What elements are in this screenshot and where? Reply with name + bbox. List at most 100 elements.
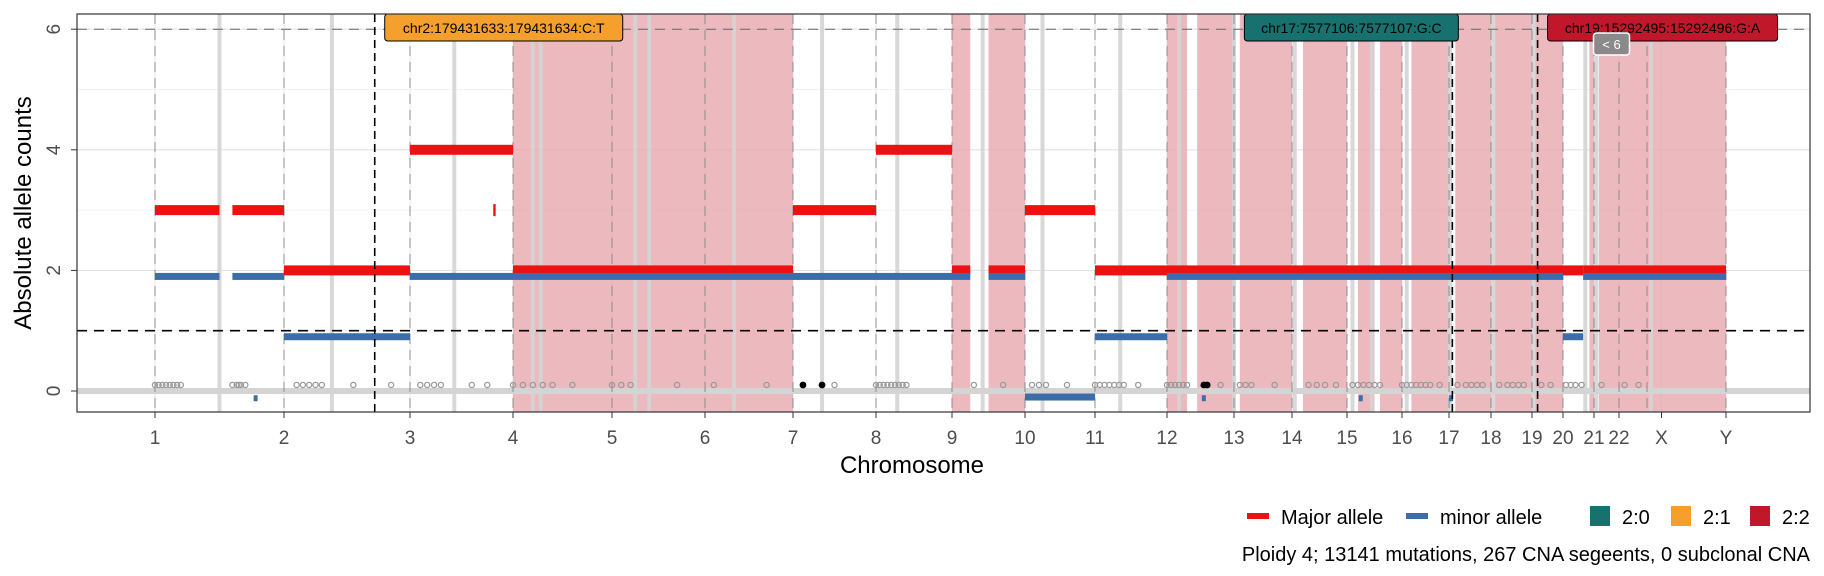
mutation-point bbox=[539, 381, 546, 389]
overflow-marker-box bbox=[1592, 32, 1631, 56]
gap-stripe bbox=[1118, 14, 1123, 412]
mutation-point bbox=[1120, 381, 1128, 389]
minor-mark bbox=[1358, 395, 1363, 402]
mutation-point bbox=[1321, 381, 1329, 389]
mutation-point bbox=[1175, 381, 1183, 389]
mutation-point bbox=[618, 381, 625, 389]
shaded-region bbox=[1495, 14, 1532, 412]
driver-label-text: chr2:179431633:179431634:C:T bbox=[403, 20, 605, 36]
overflow-marker-text: < 6 bbox=[1602, 37, 1620, 52]
mutation-point bbox=[1520, 381, 1528, 389]
gap-stripe bbox=[1177, 14, 1182, 412]
shaded-region bbox=[1535, 14, 1563, 412]
mutation-point bbox=[880, 381, 887, 389]
mutation-point bbox=[529, 381, 537, 389]
minor-allele-segment bbox=[232, 272, 284, 280]
driver-point bbox=[818, 381, 826, 389]
driver-annotations: chr2:179431633:179431634:C:T chr17:757710… bbox=[373, 13, 1779, 412]
shaded-region bbox=[988, 14, 1025, 412]
mutation-point bbox=[903, 381, 910, 389]
minor-allele-segment bbox=[876, 272, 952, 280]
mutation-point bbox=[1305, 381, 1312, 389]
major-allele-segment bbox=[1563, 265, 1584, 276]
y-axis-ticks: 0 2 4 6 bbox=[44, 24, 77, 396]
shaded-region bbox=[1239, 14, 1292, 412]
x-tick-label: 18 bbox=[1480, 428, 1501, 449]
mutation-point bbox=[1436, 381, 1443, 389]
minor-allele-segment bbox=[1025, 393, 1095, 401]
legend-label: 2:1 bbox=[1703, 507, 1731, 529]
mutation-point bbox=[483, 381, 491, 389]
driver-point bbox=[1203, 381, 1211, 389]
mutation-point bbox=[549, 381, 556, 389]
major-allele-segment bbox=[988, 265, 1025, 276]
x-tick-label: 5 bbox=[607, 428, 618, 449]
mutation-point bbox=[876, 381, 884, 389]
mutation-point bbox=[1332, 381, 1340, 389]
mutation-point bbox=[1248, 381, 1255, 389]
mutation-point bbox=[162, 381, 170, 389]
major-allele-segment bbox=[410, 144, 513, 155]
legend-swatch bbox=[1750, 506, 1770, 526]
mutation-point bbox=[430, 381, 438, 389]
mutation-point bbox=[293, 381, 300, 389]
mutation-point bbox=[1042, 381, 1050, 389]
mutation-point bbox=[1028, 381, 1036, 389]
major-allele-segment bbox=[284, 265, 410, 276]
baseline-band bbox=[77, 388, 1810, 394]
mutation-point bbox=[1163, 381, 1171, 389]
legend: Major allele minor allele 2:0 2:1 2:2 bbox=[1247, 506, 1810, 529]
minor-allele-segment bbox=[410, 272, 513, 280]
x-axis-ticks: 1 2 3 4 5 6 7 8 9 10 11 12 13 14 15 16 17 18 19 20 21 22 X Y bbox=[150, 412, 1733, 449]
legend-swatch bbox=[1406, 513, 1428, 519]
gap-stripe bbox=[1350, 14, 1355, 412]
mutation-point bbox=[233, 381, 240, 389]
mutation-point bbox=[627, 381, 634, 389]
minor-allele-segment bbox=[1095, 333, 1167, 341]
legend-label: Major allele bbox=[1281, 507, 1383, 529]
mutation-point bbox=[1598, 381, 1605, 389]
mutation-point bbox=[318, 381, 326, 389]
gap-stripe bbox=[530, 14, 535, 412]
major-allele-segment bbox=[793, 205, 876, 216]
legend-swatch bbox=[1247, 513, 1269, 519]
major-mark bbox=[493, 204, 496, 217]
mutation-point bbox=[299, 381, 307, 389]
gap-stripe bbox=[1583, 14, 1588, 412]
x-tick-label: 6 bbox=[700, 428, 711, 449]
mutation-point bbox=[1538, 381, 1545, 389]
mutation-point bbox=[166, 381, 173, 389]
major-allele-segment bbox=[1583, 265, 1726, 276]
mutation-point bbox=[608, 381, 616, 389]
major-allele-segment bbox=[1095, 265, 1167, 276]
y-tick-label: 6 bbox=[44, 24, 65, 35]
x-tick-label: 22 bbox=[1608, 428, 1629, 449]
shaded-region bbox=[1599, 14, 1726, 412]
mutation-point bbox=[468, 381, 476, 389]
mutation-point bbox=[999, 381, 1007, 389]
mutation-point bbox=[305, 381, 313, 389]
shaded-region bbox=[513, 14, 793, 412]
mutation-point bbox=[1479, 381, 1486, 389]
mutation-point bbox=[1271, 381, 1278, 389]
legend-label: 2:2 bbox=[1782, 507, 1810, 529]
x-tick-label: 19 bbox=[1521, 428, 1542, 449]
mutation-point bbox=[350, 381, 357, 389]
x-tick-label: 16 bbox=[1391, 428, 1412, 449]
mutation-point bbox=[387, 381, 395, 389]
x-tick-label: 17 bbox=[1438, 428, 1459, 449]
x-tick-label: 7 bbox=[788, 428, 799, 449]
mutation-point bbox=[887, 381, 895, 389]
gap-stripe bbox=[452, 14, 457, 412]
mutation-point bbox=[1635, 381, 1642, 389]
gap-stripe bbox=[647, 14, 652, 412]
x-tick-label: 8 bbox=[871, 428, 882, 449]
mutation-point bbox=[423, 381, 431, 389]
gap-stripe bbox=[633, 14, 638, 412]
mutation-point bbox=[763, 381, 770, 389]
minor-mark bbox=[253, 395, 258, 402]
mutation-point bbox=[970, 381, 978, 389]
gap-stripe bbox=[1648, 14, 1653, 412]
gap-stripe bbox=[1292, 14, 1297, 412]
